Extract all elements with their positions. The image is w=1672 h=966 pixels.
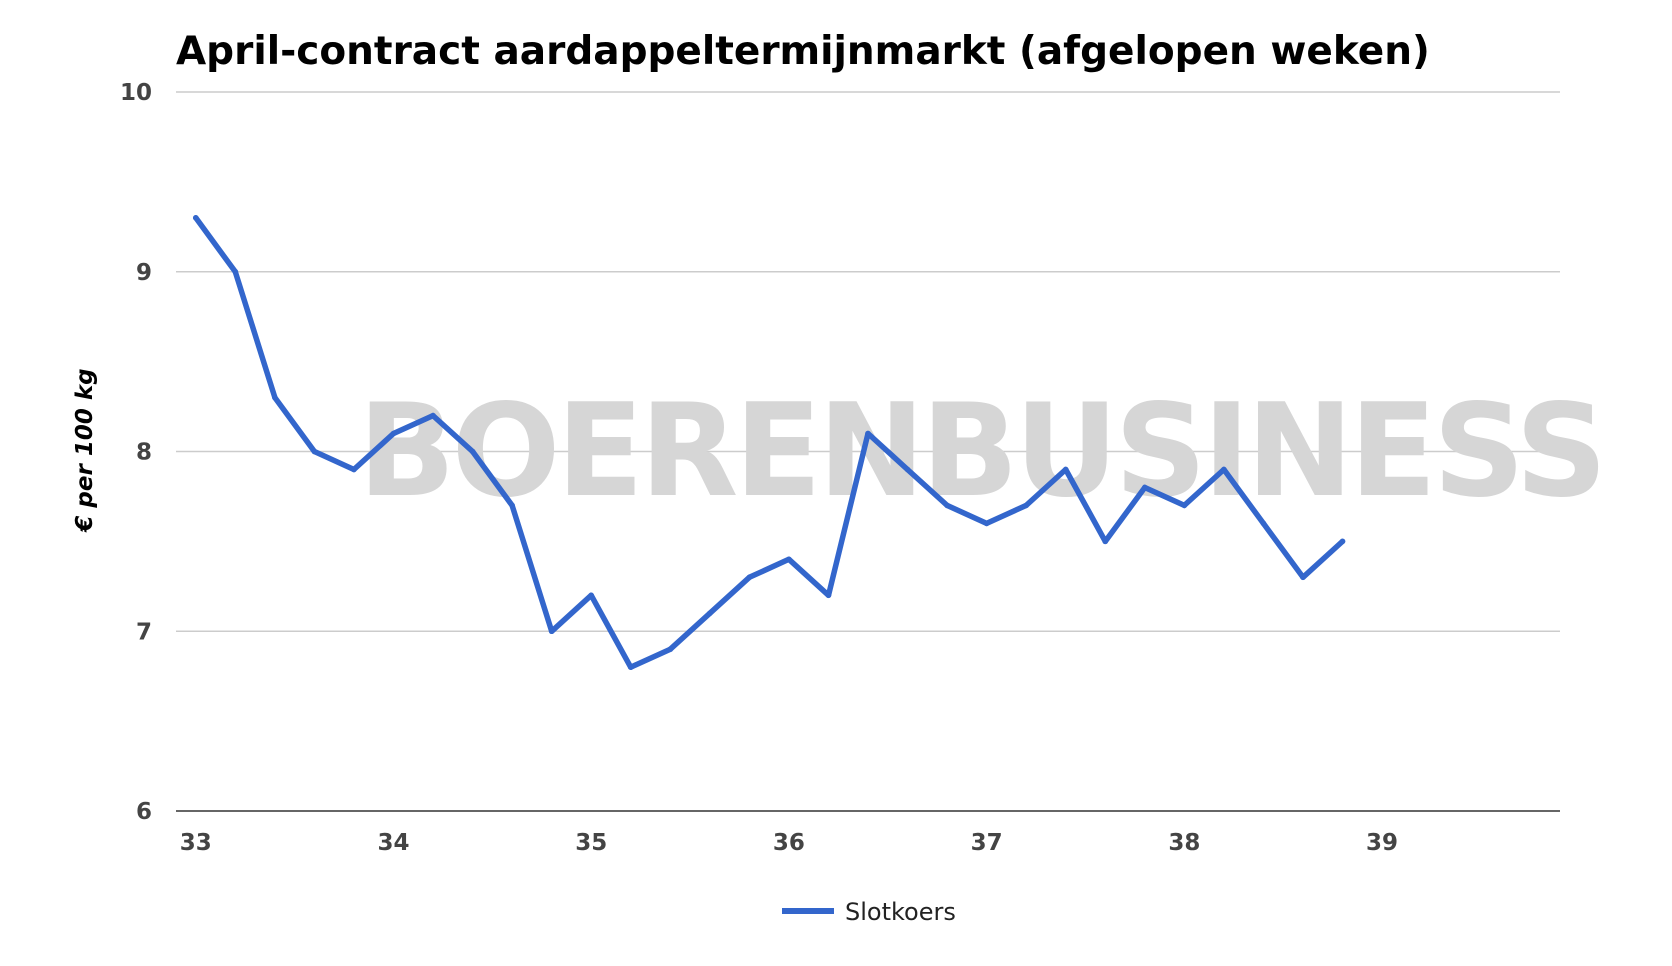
y-tick-label: 10 <box>120 80 152 106</box>
data-point[interactable] <box>1339 538 1346 545</box>
data-point[interactable] <box>825 592 832 599</box>
y-tick-label: 8 <box>136 440 152 466</box>
data-point[interactable] <box>390 430 397 437</box>
data-point[interactable] <box>1300 574 1306 581</box>
gridlines <box>176 91 1560 812</box>
x-tick-label: 38 <box>1168 830 1200 856</box>
watermark-logo: BOERENBUSINESS <box>358 377 1603 526</box>
data-point[interactable] <box>904 466 911 473</box>
data-point[interactable] <box>430 412 436 419</box>
chart-title: April-contract aardappeltermijnmarkt (af… <box>176 29 1430 74</box>
x-tick-label: 39 <box>1366 830 1398 856</box>
data-point[interactable] <box>232 268 239 275</box>
legend[interactable]: Slotkoers <box>782 898 956 926</box>
data-point[interactable] <box>667 646 674 653</box>
data-point[interactable] <box>311 448 318 455</box>
x-tick-label: 36 <box>773 830 805 856</box>
data-point[interactable] <box>1221 466 1227 473</box>
data-point[interactable] <box>192 215 199 221</box>
data-point[interactable] <box>588 592 594 599</box>
data-point[interactable] <box>707 610 713 617</box>
y-axis-ticks: 10 9 8 7 6 <box>120 80 152 825</box>
data-point[interactable] <box>1260 520 1267 527</box>
data-point[interactable] <box>944 502 950 509</box>
x-tick-label: 35 <box>575 830 607 856</box>
series-layer <box>192 215 1346 670</box>
y-axis-label: € per 100 kg <box>72 368 98 532</box>
legend-label-slotkoers: Slotkoers <box>845 898 956 926</box>
x-axis-ticks: 33 34 35 36 37 38 39 <box>180 830 1398 856</box>
data-point[interactable] <box>548 628 555 635</box>
y-tick-label: 7 <box>136 619 152 645</box>
data-point[interactable] <box>351 466 357 473</box>
x-tick-label: 33 <box>180 830 212 856</box>
x-tick-label: 34 <box>377 830 409 856</box>
data-point[interactable] <box>509 502 515 509</box>
data-point[interactable] <box>983 520 990 527</box>
data-point[interactable] <box>469 448 476 455</box>
y-tick-label: 6 <box>136 799 152 825</box>
data-point[interactable] <box>1102 538 1109 545</box>
data-point[interactable] <box>1023 502 1029 509</box>
data-point[interactable] <box>786 556 792 563</box>
y-tick-label: 9 <box>136 260 152 286</box>
series-line[interactable] <box>193 215 1346 670</box>
data-point[interactable] <box>1062 466 1069 473</box>
data-point[interactable] <box>865 430 871 437</box>
data-point[interactable] <box>272 394 278 401</box>
data-point[interactable] <box>746 574 753 581</box>
data-point[interactable] <box>1142 484 1148 491</box>
data-point[interactable] <box>1181 502 1188 509</box>
series-slotkoers[interactable] <box>192 215 1346 670</box>
data-point[interactable] <box>627 664 634 670</box>
x-tick-label: 37 <box>971 830 1003 856</box>
